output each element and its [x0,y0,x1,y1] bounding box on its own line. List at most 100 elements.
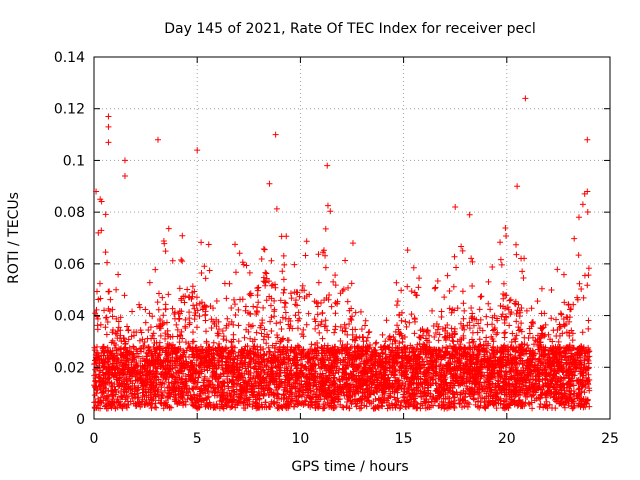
data-point [434,278,441,285]
data-point [408,288,415,295]
data-point [485,278,492,285]
data-point [303,238,310,245]
data-point [374,359,381,366]
data-point [246,291,253,298]
data-point [366,328,373,335]
data-point [205,393,212,400]
data-point [538,285,545,292]
data-point [113,286,120,293]
data-point [193,294,200,301]
data-point [235,338,242,345]
data-point [224,315,231,322]
data-point [282,300,289,307]
data-point [434,326,441,333]
data-point [384,364,391,371]
data-point [232,269,239,276]
data-point [446,288,453,295]
data-point [489,321,496,328]
data-point [312,325,319,332]
data-point [404,283,411,290]
data-point [107,388,114,395]
data-point [513,310,520,317]
data-point [450,283,457,290]
data-point [523,307,530,314]
data-point [416,275,423,282]
data-point [279,268,286,275]
data-point [443,344,450,351]
data-point [570,382,577,389]
data-point [93,288,100,295]
data-point [393,279,400,286]
data-point [137,345,144,352]
data-point [149,313,156,320]
data-point [571,235,578,242]
data-point [451,253,458,260]
data-point [500,290,507,297]
data-point [555,338,562,345]
data-point [458,243,465,250]
data-point [561,404,568,411]
data-point [398,287,405,294]
data-point [548,286,555,293]
data-point [232,241,239,248]
data-point [223,337,230,344]
data-point [315,251,322,258]
data-point [239,296,246,303]
data-point [136,301,143,308]
data-point [518,255,525,262]
data-point [179,258,186,265]
data-point [300,326,307,333]
data-point [96,280,103,287]
data-point [331,329,338,336]
data-point [476,306,483,313]
data-point [545,331,552,338]
data-point [439,345,446,352]
data-point [165,291,172,298]
data-point [271,313,278,320]
data-point [404,247,411,254]
data-point [513,318,520,325]
data-point [115,271,122,278]
data-point [173,321,180,328]
data-point [263,297,270,304]
data-point [188,295,195,302]
data-point [348,280,355,287]
data-point [358,326,365,333]
data-point [502,305,509,312]
data-point [250,303,257,310]
data-point [506,322,513,329]
data-point [203,400,210,407]
data-point [502,224,509,231]
data-point [125,327,132,334]
data-point [282,309,289,316]
data-point [291,261,298,268]
data-point [332,326,339,333]
data-point [260,304,267,311]
data-point [155,290,162,297]
chart-title: Day 145 of 2021, Rate Of TEC Index for r… [164,21,535,37]
data-point [584,208,591,215]
data-point [260,374,267,381]
data-point [411,330,418,337]
data-point [512,335,519,342]
data-point [520,275,527,282]
data-point [201,373,208,380]
data-point [542,321,549,328]
data-point [579,201,586,208]
data-point [255,284,262,291]
data-point [345,284,352,291]
data-point [365,329,372,336]
data-point [468,255,475,262]
data-point [277,297,284,304]
data-point [201,263,208,270]
data-point [478,293,485,300]
data-point [547,336,554,343]
data-point [109,392,116,399]
data-point [398,317,405,324]
data-point [515,327,522,334]
data-point [268,282,275,289]
data-point [410,264,417,271]
data-point [185,294,192,301]
data-point [424,327,431,334]
data-point [569,337,576,344]
